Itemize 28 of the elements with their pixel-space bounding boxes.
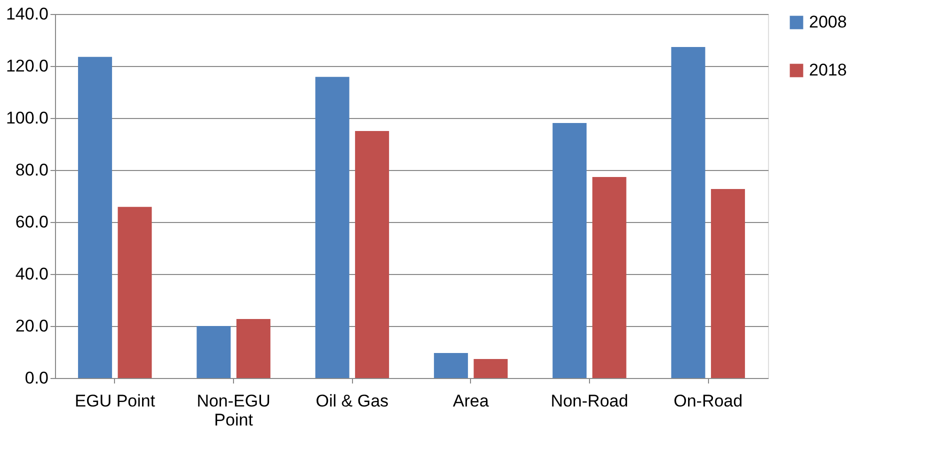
x-tick-label: Oil & Gas xyxy=(316,392,389,410)
bar xyxy=(592,177,626,378)
y-tick-label: 0.0 xyxy=(24,368,48,388)
bar xyxy=(474,359,508,378)
bar xyxy=(671,47,706,378)
x-tick-label: Non-Road xyxy=(550,392,628,410)
bar xyxy=(196,326,231,378)
bar xyxy=(118,206,152,378)
legend-label: 2018 xyxy=(809,60,847,80)
x-tick-label: On-Road xyxy=(674,392,743,410)
y-tick-label: 120.0 xyxy=(6,56,48,76)
y-tick-label: 20.0 xyxy=(15,316,48,336)
y-tick-label: 40.0 xyxy=(15,264,48,284)
x-tick-label: Area xyxy=(452,392,490,410)
bar xyxy=(355,131,390,378)
bar xyxy=(710,188,745,378)
bar xyxy=(315,76,350,378)
bar xyxy=(434,353,468,378)
y-tick-label: 60.0 xyxy=(15,212,48,232)
y-tick-label: 100.0 xyxy=(6,108,48,128)
legend-label: 2008 xyxy=(809,12,847,32)
x-tick-label: EGU Point xyxy=(74,392,156,410)
y-tick-label: 80.0 xyxy=(15,160,48,180)
bar xyxy=(78,56,112,378)
bar xyxy=(552,122,587,378)
bar xyxy=(236,318,270,378)
y-tick-label: 140.0 xyxy=(6,4,48,24)
x-tick-label: Non-EGU Point xyxy=(196,392,270,430)
